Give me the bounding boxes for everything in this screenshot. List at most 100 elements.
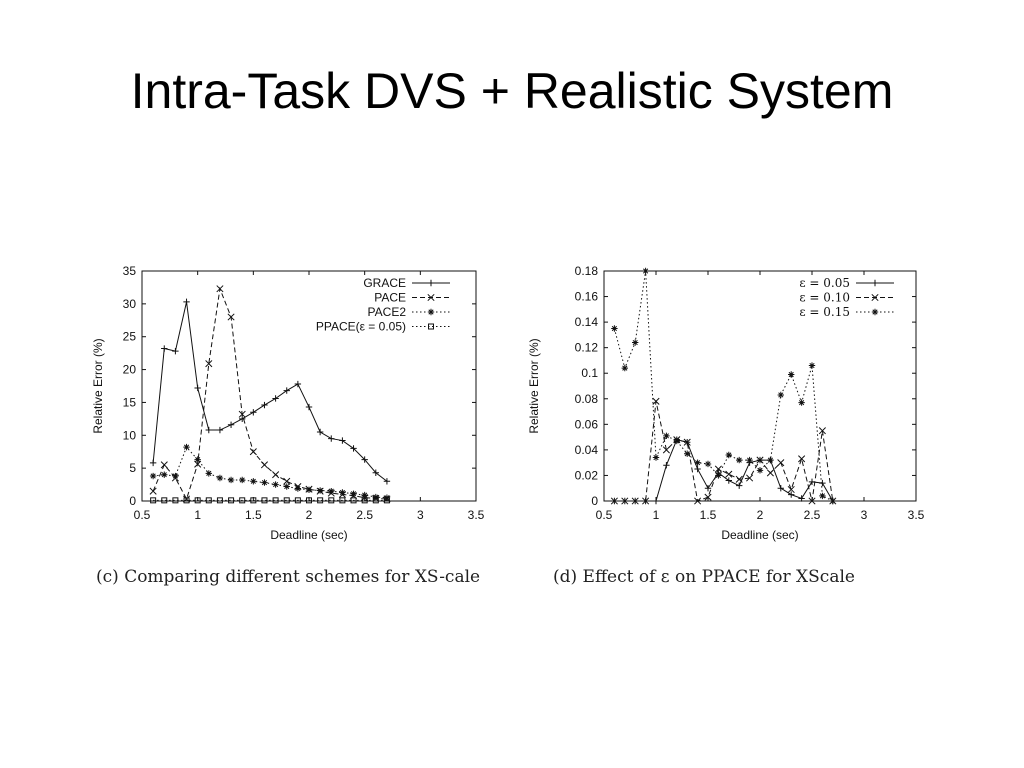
chart-d-series-3-point	[756, 467, 764, 474]
chart-c-plot-frame	[141, 270, 477, 502]
chart-c-series-4-point	[228, 497, 235, 504]
chart-c-xtick-label: 3	[417, 508, 424, 522]
chart-c-legend-label-3: PACE2	[368, 305, 407, 319]
chart-c-series-2-point	[238, 410, 246, 418]
chart-d-series-3-point	[777, 391, 784, 399]
chart-d-series-2-point	[798, 455, 806, 463]
chart-c-series-1-point	[250, 409, 257, 416]
chart-d-series-3-point	[663, 432, 670, 440]
chart-d-series-3-point	[725, 451, 732, 459]
chart-c-series-1-point	[172, 347, 179, 355]
chart-d-series-3-point	[684, 450, 691, 457]
chart-c-series-3-point	[227, 476, 235, 484]
chart-c-ytick-label: 30	[123, 297, 137, 311]
chart-c-series-3-point	[149, 472, 157, 480]
chart-d-ytick-label: 0.12	[575, 341, 599, 355]
chart-d-series-1-point	[725, 477, 732, 484]
chart-d-x-axis-label: Deadline (sec)	[721, 528, 798, 542]
chart-d-ytick-label: 0.08	[575, 392, 599, 406]
chart-d-series-1-point	[652, 497, 660, 505]
chart-d-xtick-label: 3.5	[908, 508, 925, 522]
chart-c-ytick-label: 5	[129, 461, 136, 475]
chart-d-series-2-point	[808, 497, 816, 505]
chart-d-svg: 0.5 1 1.5 2 2.5 3 3.5 0 0.02 0.04 0.06 0.08 0.1 0.12 0…	[527, 264, 925, 542]
chart-c-series-2-point	[160, 461, 168, 469]
chart-c-series-3-line	[153, 446, 387, 499]
chart-c-ytick-label: 25	[123, 330, 137, 344]
chart-c-series-4-point	[194, 497, 201, 504]
chart-c-series-3-point	[350, 490, 357, 497]
chart-c-xtick-label: 3.5	[468, 508, 485, 522]
chart-d-series-3-point	[694, 459, 701, 466]
chart-d-series-3-point	[673, 437, 680, 445]
chart-d-series-1-point	[736, 482, 743, 489]
chart-d-series-3-point	[642, 267, 649, 275]
chart-c-series-4-point	[183, 497, 190, 504]
chart-c-series-1-point	[361, 456, 368, 463]
chart-c-series-2-point	[272, 471, 280, 479]
chart-c-legend-label-1: GRACE	[363, 276, 406, 290]
chart-c-series-1-point	[261, 401, 268, 409]
chart-d-series-2-point	[787, 485, 795, 494]
chart-d-xtick-label: 1.5	[700, 508, 717, 522]
chart-c-series-3-point	[283, 483, 290, 490]
chart-c-series-2-point	[227, 313, 235, 321]
chart-c-ytick-label: 15	[123, 395, 137, 409]
chart-c-caption: (c) Comparing different schemes for XS-c…	[96, 567, 481, 587]
chart-c-series-3-point	[328, 487, 335, 495]
chart-c-legend-label-2: PACE	[374, 291, 406, 305]
chart-d-series-1-line	[614, 439, 834, 502]
chart-d-series-1-point	[819, 479, 826, 487]
chart-c-ytick-label: 20	[123, 363, 137, 377]
chart-comparing-schemes: 0.5 1 1.5 2 2.5 3 3.5 0 5 10 15 20 25 30 35 Deadline (s…	[78, 256, 498, 556]
chart-c-series-4-point	[350, 497, 357, 504]
chart-c-series-1-point	[227, 421, 235, 428]
chart-c-series-1-point	[305, 403, 313, 411]
chart-c-series-3-point	[272, 481, 279, 488]
chart-d-series-2-point	[735, 475, 743, 483]
chart-c-xtick-label: 1	[194, 508, 201, 522]
chart-c-xtick-label: 2.5	[356, 508, 373, 522]
chart-c-series-1-line	[152, 301, 388, 482]
chart-d-caption: (d) Effect of ε on PPACE for XScale	[553, 567, 855, 587]
chart-d-ytick-label: 0.14	[575, 315, 599, 329]
chart-c-series-1-point	[316, 428, 324, 436]
chart-c-x-axis-label: Deadline (sec)	[270, 528, 347, 542]
chart-c-series-4-point	[261, 497, 268, 504]
chart-d-series-2-point	[683, 438, 691, 446]
chart-d-ytick-label: 0.02	[575, 468, 599, 482]
chart-d-series-2-line	[614, 401, 834, 502]
chart-d-series-2-point	[652, 397, 660, 405]
chart-d-y-axis-label: Relative Error (%)	[527, 338, 541, 433]
chart-c-series-4-point	[306, 497, 312, 504]
chart-c-series-1-point	[194, 384, 201, 392]
chart-d-plot-frame	[603, 270, 917, 502]
chart-c-y-axis-label: Relative Error (%)	[91, 338, 105, 433]
chart-c-series-4-point	[372, 497, 379, 504]
chart-d-series-3-point	[621, 364, 628, 372]
chart-d-series-2-point	[621, 497, 629, 505]
chart-c-series-4-point	[172, 497, 179, 504]
chart-c-legend-label-4: PPACE(ε = 0.05)	[316, 320, 406, 334]
chart-d-ytick-label: 0	[591, 494, 598, 508]
chart-d-ytick-label: 0.04	[575, 443, 599, 457]
chart-d-series-2-point	[725, 470, 733, 478]
chart-c-ytick-label: 0	[129, 494, 136, 508]
chart-c-series-1-point	[339, 437, 346, 444]
chart-d-ytick-label: 0.1	[581, 366, 598, 380]
chart-c-series-2-point	[249, 448, 257, 456]
chart-c-series-4-point	[250, 497, 257, 504]
chart-c-series-1-point	[239, 415, 246, 423]
chart-d-series-3-point	[611, 325, 618, 332]
chart-c-series-4-point	[317, 497, 324, 504]
chart-c-series-1-point	[372, 469, 379, 476]
chart-d-series-1-point	[777, 485, 784, 492]
chart-c-series-4-point	[205, 497, 212, 504]
chart-d-series-3-point	[704, 460, 712, 468]
chart-c-series-4-point	[239, 497, 246, 504]
chart-c-series-3-point	[183, 443, 190, 451]
chart-d-legend-marker-1	[871, 279, 879, 287]
chart-c-series-4-point	[328, 497, 335, 504]
chart-d-series-2-point	[662, 446, 670, 454]
chart-d-ytick-label: 0.06	[575, 417, 599, 431]
